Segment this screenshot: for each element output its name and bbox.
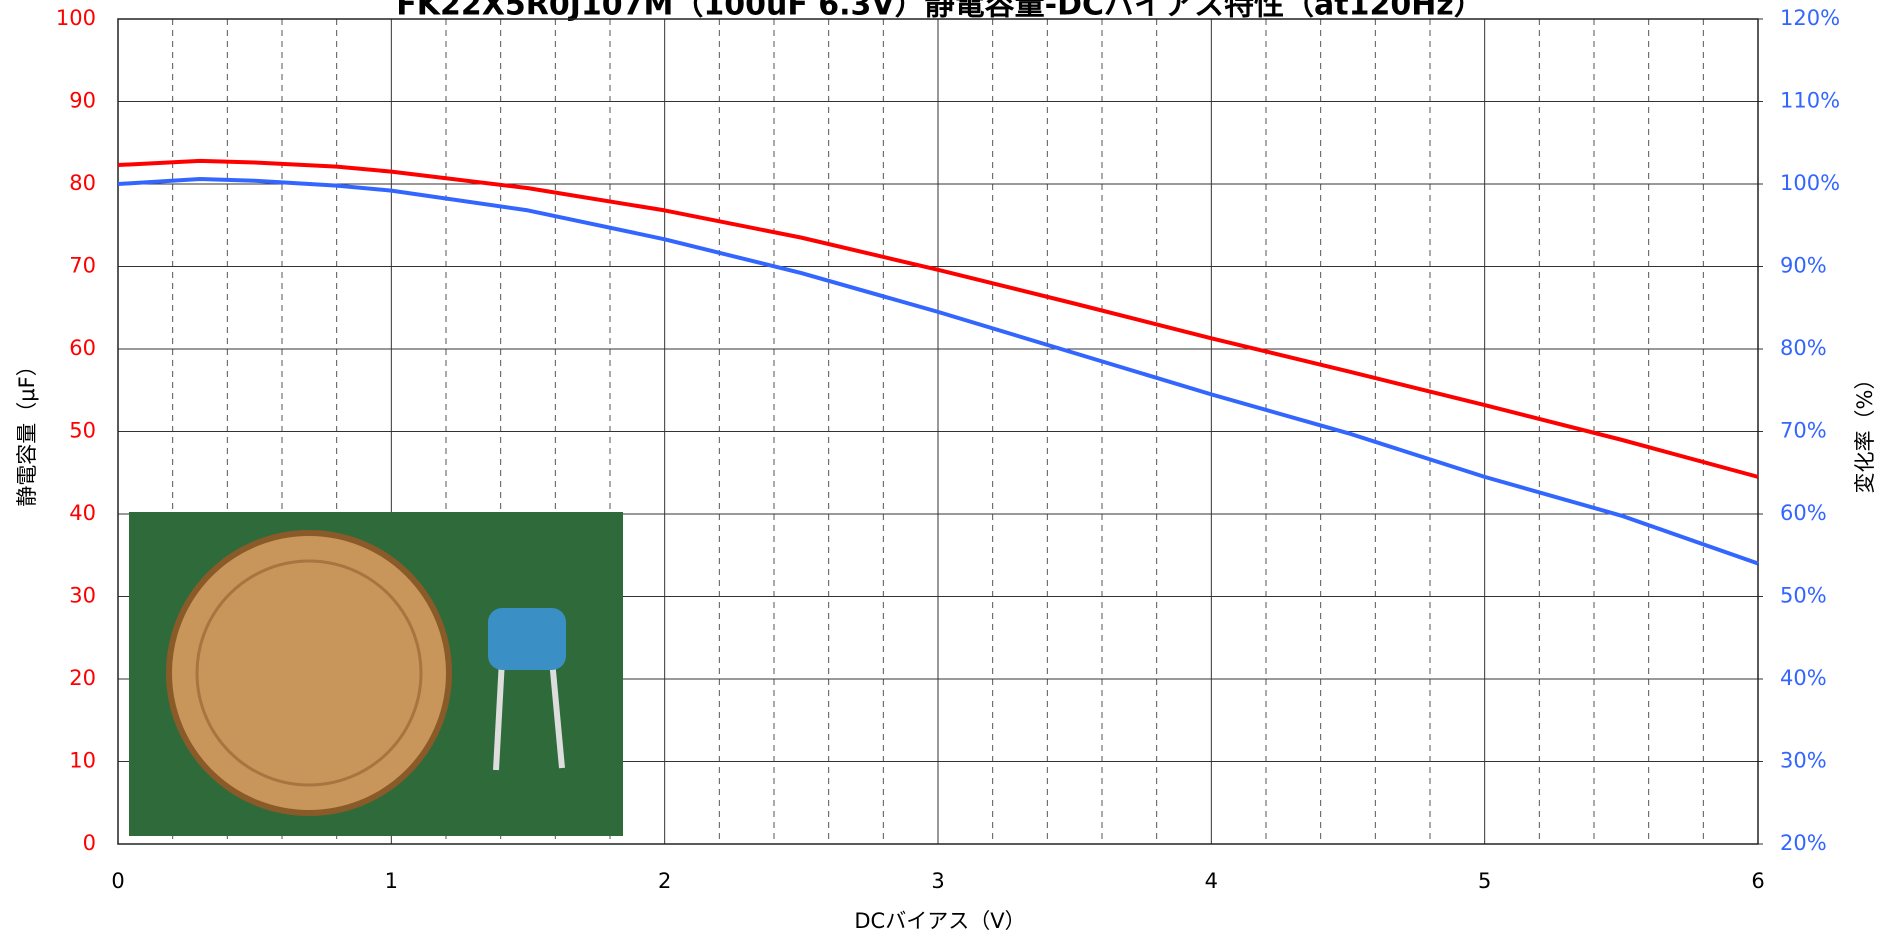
coin: [166, 530, 452, 816]
chart-title: FK22X5R0J107M（100uF 6.3V）静電容量-DCバイアス特性（a…: [396, 0, 1484, 23]
x-tick-label: 2: [658, 869, 671, 893]
y-tick-label: 0: [83, 831, 96, 855]
y2-tick-label: 90%: [1780, 254, 1827, 278]
data-line: [117, 158, 1759, 479]
y-tick-label: 80: [69, 171, 96, 195]
y2-tick-label: 40%: [1780, 666, 1827, 690]
y2-tick-label: 30%: [1780, 749, 1827, 773]
product-photo: [129, 512, 623, 836]
y-tick-label: 100: [56, 6, 96, 30]
capacitor-body: [488, 608, 566, 670]
x-tick-label: 1: [385, 869, 398, 893]
x-tick-label: 3: [931, 869, 944, 893]
y2-axis-label: 変化率（%）: [1853, 369, 1877, 494]
x-tick-label: 6: [1751, 869, 1764, 893]
lead: [549, 659, 565, 769]
y-tick-label: 50: [69, 419, 96, 443]
y2-tick-label: 110%: [1780, 89, 1840, 113]
plot-frame: [117, 18, 1759, 845]
y-tick-label: 10: [69, 749, 96, 773]
y-tick-label: 60: [69, 336, 96, 360]
y-tick-label: 40: [69, 501, 96, 525]
y-tick-label: 30: [69, 584, 96, 608]
lead: [493, 659, 505, 771]
y2-tick-label: 20%: [1780, 831, 1827, 855]
y-tick-label: 70: [69, 254, 96, 278]
y-axis-label: 静電容量（μF）: [15, 355, 39, 506]
x-tick-label: 0: [111, 869, 124, 893]
x-axis-label: DCバイアス（V）: [854, 909, 1025, 933]
x-tick-label: 4: [1205, 869, 1218, 893]
y2-tick-label: 80%: [1780, 336, 1827, 360]
y-tick-label: 20: [69, 666, 96, 690]
y2-tick-label: 100%: [1780, 171, 1840, 195]
x-tick-label: 5: [1478, 869, 1491, 893]
coin-inner: [195, 559, 423, 787]
y2-tick-label: 70%: [1780, 419, 1827, 443]
data-line: [117, 177, 1759, 566]
y2-tick-label: 50%: [1780, 584, 1827, 608]
y2-tick-label: 60%: [1780, 501, 1827, 525]
y-tick-label: 90: [69, 89, 96, 113]
y2-tick-label: 120%: [1780, 6, 1840, 30]
